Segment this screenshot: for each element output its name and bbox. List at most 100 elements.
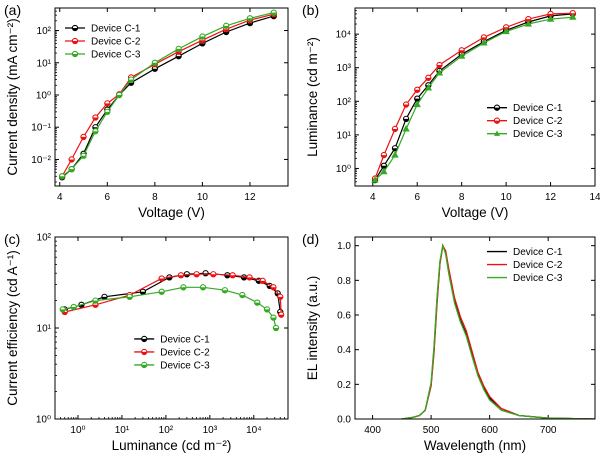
legend-label: Device C-2 [91, 37, 141, 48]
plot-area [371, 10, 577, 184]
data-point-half [246, 277, 253, 280]
data-point-half [128, 82, 134, 86]
data-point [569, 13, 577, 20]
legend: Device C-1 Device C-2 Device C-3 [65, 24, 141, 61]
panel-2: (c) 10⁰ 10¹ 10² 10³ 10⁴ 10⁰ 10¹ 10² Luminance (cd… [4, 231, 289, 453]
data-point-half [210, 274, 216, 277]
legend-marker-half [141, 338, 147, 342]
legend-label: Device C-3 [160, 360, 210, 371]
data-point [413, 100, 421, 108]
y-tick-label: 10⁴ [336, 30, 351, 41]
legend-label: Device C-1 [91, 24, 141, 35]
data-point-half [62, 311, 68, 315]
data-point [380, 167, 388, 175]
y-tick-label: 10¹ [37, 58, 52, 69]
data-point-half [71, 307, 77, 310]
data-point-half [403, 118, 409, 122]
legend-label: Device C-1 [513, 103, 563, 114]
plot-frame [354, 7, 596, 187]
data-point-half [166, 277, 172, 280]
y-tick-label: 10² [37, 26, 52, 37]
panel-label: (a) [4, 2, 21, 18]
series-line-2 [401, 243, 595, 419]
y-tick-label: 10⁰ [336, 164, 351, 175]
panel-3: (d) 400 500 600 700 0.0 0.2 0.4 0.6 0.8 1.0 Wavelen… [302, 231, 596, 453]
data-point-half [278, 314, 284, 318]
panel-1: (b) 4 6 8 10 12 14 10⁰ 10¹ 10² 10³ 10⁴ Voltage (V) Lu… [302, 2, 600, 220]
x-tick-label: 10 [197, 192, 209, 203]
data-point-half [80, 155, 87, 159]
legend-marker [494, 130, 500, 136]
data-point-half [159, 278, 165, 282]
x-tick-label: 6 [105, 192, 111, 203]
legend-label: Device C-3 [91, 50, 141, 61]
data-point-half [140, 291, 146, 295]
panel-label: (c) [4, 231, 20, 247]
data-point-half [222, 290, 228, 293]
data-point-half [414, 98, 420, 102]
data-point-half [200, 287, 206, 290]
x-axis-label: Voltage (V) [138, 205, 205, 220]
panel-0: (a) 4 6 8 10 12 10⁻² 10⁻¹ 10⁰ 10¹ 10² Voltage (V) Cu… [4, 2, 289, 220]
data-point-half [241, 277, 247, 280]
y-axis-label: EL intensity (a.u.) [305, 276, 320, 381]
y-tick-label: 10¹ [337, 130, 352, 141]
data-point-half [92, 117, 99, 121]
data-point-half [247, 18, 253, 21]
legend-marker-half [494, 107, 500, 111]
data-point-half [254, 302, 260, 306]
plot-area [59, 270, 285, 332]
series-line-2 [374, 16, 573, 181]
data-point-half [194, 274, 200, 277]
data-point-half [425, 77, 431, 81]
data-point-half [264, 309, 270, 313]
legend-label: Device C-2 [160, 347, 210, 358]
data-point-half [199, 43, 206, 46]
data-point-half [92, 304, 99, 308]
x-axis-label: Wavelength (nm) [424, 438, 526, 453]
legend-marker-half [141, 364, 147, 368]
data-point-half [247, 23, 253, 26]
data-point-half [436, 65, 443, 68]
data-point-half [223, 32, 229, 35]
y-tick-label: 1.0 [337, 241, 351, 252]
data-point-half [152, 68, 158, 72]
data-point-half [127, 296, 133, 300]
data-point-half [176, 48, 182, 52]
data-point-half [392, 128, 398, 132]
x-axis-label: Voltage (V) [442, 205, 509, 220]
y-axis-label: Luminance (cd m⁻²) [305, 37, 320, 157]
data-point [524, 19, 533, 27]
x-tick-label: 4 [57, 192, 63, 203]
data-point-half [101, 296, 108, 300]
data-point-half [116, 94, 122, 98]
legend-label: Device C-2 [513, 116, 563, 127]
x-tick-label: 10¹ [115, 425, 130, 436]
data-point [391, 151, 399, 158]
x-tick-label: 400 [364, 425, 381, 436]
y-axis-label: Current efficiency (cd A⁻¹) [5, 250, 20, 405]
y-tick-label: 0.8 [337, 276, 351, 287]
plot-area [401, 243, 595, 419]
data-point-half [223, 29, 229, 32]
data-point-half [69, 159, 75, 163]
data-point-half [271, 12, 277, 16]
x-tick-label: 10⁴ [246, 425, 261, 436]
legend: Device C-1 Device C-2 Device C-3 [487, 103, 563, 140]
x-tick-label: 500 [423, 425, 440, 436]
data-point-half [104, 111, 110, 115]
data-point-half [92, 300, 99, 304]
data-point-half [104, 103, 110, 106]
x-tick-label: 12 [545, 192, 557, 203]
panel-label: (d) [302, 231, 319, 247]
data-point [480, 38, 488, 46]
data-point-half [59, 176, 65, 179]
y-tick-label: 10⁻¹ [31, 123, 51, 134]
data-point-half [69, 169, 75, 172]
data-point-half [223, 25, 229, 29]
data-point-half [152, 62, 158, 66]
data-point-half [199, 36, 206, 40]
series-line-0 [374, 13, 573, 181]
data-point-half [381, 165, 387, 169]
